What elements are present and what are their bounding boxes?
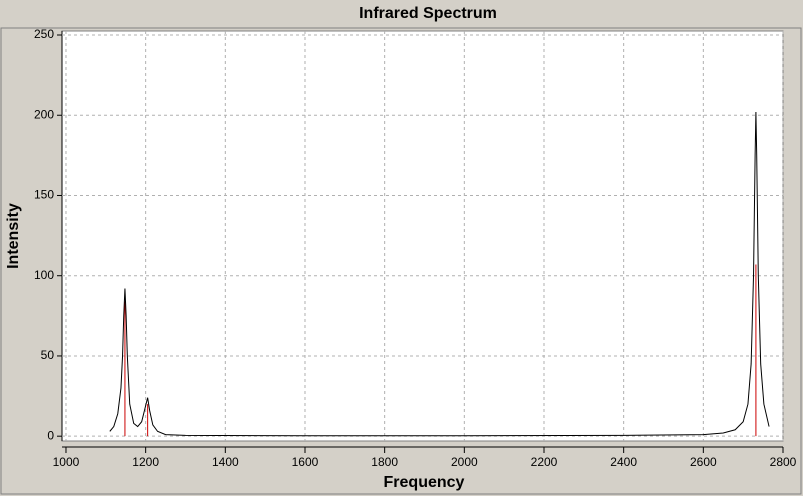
x-tick-label: 1000: [53, 455, 80, 469]
y-tick-label: 200: [34, 107, 54, 121]
y-tick-label: 50: [41, 348, 55, 362]
x-tick-label: 1400: [212, 455, 239, 469]
x-axis-label: Frequency: [384, 474, 465, 491]
plot-area: [61, 30, 784, 442]
x-tick-label: 2800: [770, 455, 797, 469]
y-axis-label: Intensity: [5, 203, 22, 269]
y-tick-label: 150: [34, 188, 54, 202]
y-tick-label: 100: [34, 268, 54, 282]
y-tick-label: 250: [34, 27, 54, 41]
x-tick-label: 2000: [451, 455, 478, 469]
x-tick-label: 1200: [132, 455, 159, 469]
x-tick-label: 2600: [690, 455, 717, 469]
x-tick-label: 2400: [610, 455, 637, 469]
y-tick-label: 0: [47, 428, 54, 442]
spectrum-line: [109, 112, 770, 437]
frame: [0, 27, 802, 495]
chart-title: Infrared Spectrum: [359, 5, 497, 22]
x-tick-label: 1800: [371, 455, 398, 469]
x-tick-label: 1600: [292, 455, 319, 469]
x-tick-label: 2200: [531, 455, 558, 469]
